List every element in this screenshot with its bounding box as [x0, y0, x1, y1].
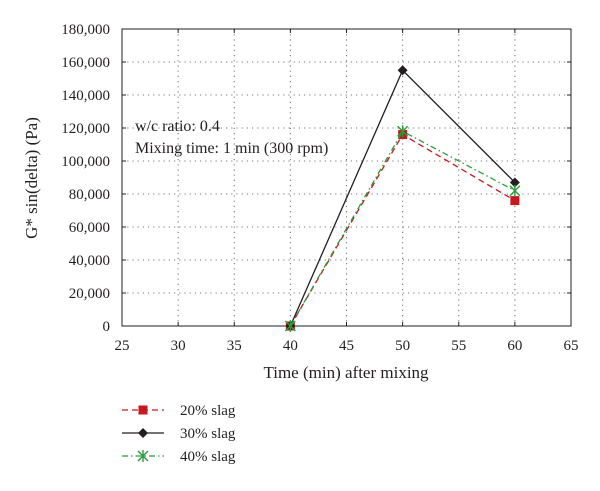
series-30-slag [285, 65, 520, 331]
x-tick-label: 45 [339, 338, 354, 354]
x-tick-label: 65 [564, 338, 579, 354]
data-point [397, 65, 408, 76]
y-tick-label: 140,000 [61, 88, 110, 104]
x-tick-label: 30 [171, 338, 186, 354]
grid [122, 29, 571, 326]
series-line [289, 133, 516, 327]
legend-item: 30% slag [122, 426, 236, 442]
y-tick-label: 120,000 [61, 121, 110, 137]
data-point [509, 184, 521, 197]
y-tick-label: 80,000 [69, 187, 110, 203]
plot-frame [121, 28, 572, 327]
x-tick-label: 25 [115, 338, 130, 354]
y-tick-label: 60,000 [69, 220, 110, 236]
y-tick-label: 20,000 [69, 286, 110, 302]
series-40-slag [284, 125, 521, 332]
y-axis-tick-labels: 0 20,000 40,000 60,000 80,000 100,000 120,000 1… [61, 22, 110, 335]
series-line [289, 69, 516, 327]
x-tick-label: 40 [283, 338, 298, 354]
legend-marker [137, 450, 149, 462]
y-axis-title: G* sin(delta) (Pa) [22, 117, 41, 239]
data-point [397, 125, 409, 138]
legend-item: 20% slag [122, 403, 236, 419]
x-tick-label: 60 [507, 338, 522, 354]
y-tick-label: 40,000 [69, 253, 110, 269]
x-tick-label: 50 [395, 338, 410, 354]
annotation-wc-ratio: w/c ratio: 0.4 [135, 118, 220, 135]
legend-marker [138, 405, 148, 415]
legend: 20% slag 30% slag 40% slag [122, 403, 236, 465]
data-point [284, 320, 296, 332]
legend-label: 30% slag [180, 426, 236, 442]
y-tick-label: 160,000 [61, 55, 110, 71]
series [284, 65, 521, 332]
x-tick-label: 55 [451, 338, 466, 354]
data-point [509, 177, 520, 188]
y-tick-label: 180,000 [61, 22, 110, 38]
legend-label: 40% slag [180, 449, 236, 465]
legend-label: 20% slag [180, 403, 236, 419]
legend-marker [138, 428, 148, 438]
y-tick-label: 100,000 [61, 154, 110, 170]
axis-ticks [121, 28, 572, 327]
data-point [510, 196, 520, 206]
x-tick-label: 35 [227, 338, 242, 354]
legend-item: 40% slag [122, 449, 236, 465]
x-axis-tick-labels: 25 30 35 40 45 50 55 60 65 [115, 338, 579, 354]
y-tick-label: 0 [103, 319, 111, 335]
x-axis-title: Time (min) after mixing [263, 363, 429, 382]
annotation-mixing-time: Mixing time: 1 min (300 rpm) [135, 140, 328, 157]
